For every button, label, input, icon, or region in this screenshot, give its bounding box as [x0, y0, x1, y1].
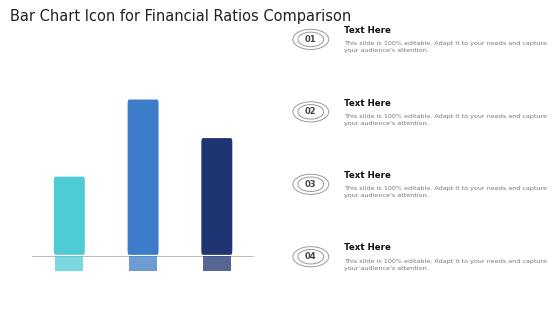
Text: Text Here: Text Here: [344, 171, 391, 180]
Text: Bar Chart Icon for Financial Ratios Comparison: Bar Chart Icon for Financial Ratios Comp…: [10, 9, 351, 25]
Text: This slide is 100% editable. Adapt it to your needs and capture
your audience's : This slide is 100% editable. Adapt it to…: [344, 186, 547, 198]
Bar: [129, 256, 157, 271]
Text: Text Here: Text Here: [344, 243, 391, 252]
Text: This slide is 100% editable. Adapt it to your needs and capture
your audience's : This slide is 100% editable. Adapt it to…: [344, 41, 547, 53]
Text: 04: 04: [305, 252, 316, 261]
Text: Text Here: Text Here: [344, 26, 391, 35]
Text: 01: 01: [305, 35, 316, 44]
Bar: [55, 256, 83, 271]
Text: This slide is 100% editable. Adapt it to your needs and capture
your audience's : This slide is 100% editable. Adapt it to…: [344, 259, 547, 271]
Text: Text Here: Text Here: [344, 99, 391, 107]
Text: This slide is 100% editable. Adapt it to your needs and capture
your audience's : This slide is 100% editable. Adapt it to…: [344, 114, 547, 126]
FancyBboxPatch shape: [128, 100, 158, 255]
Text: 02: 02: [305, 107, 316, 116]
Bar: [203, 256, 231, 271]
FancyBboxPatch shape: [202, 138, 232, 255]
Text: 03: 03: [305, 180, 316, 189]
FancyBboxPatch shape: [54, 177, 85, 255]
